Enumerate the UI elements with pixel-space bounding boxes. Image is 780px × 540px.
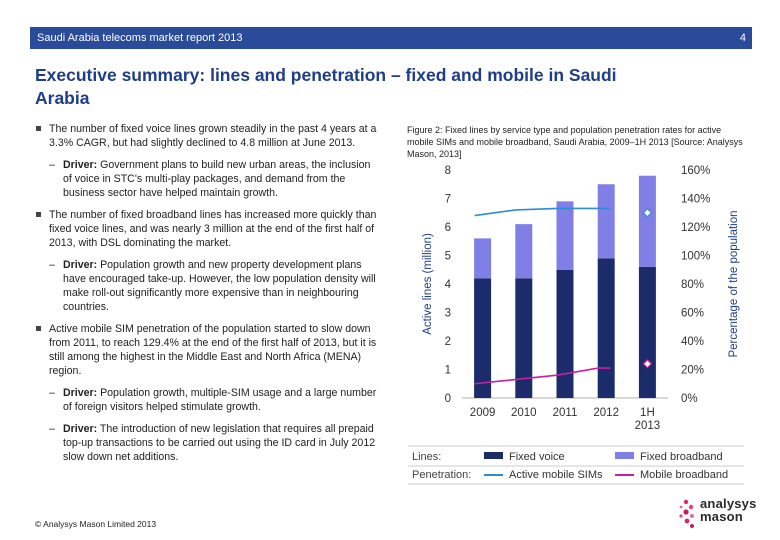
header-bar: Saudi Arabia telecoms market report 2013… bbox=[30, 27, 752, 49]
driver-label: Driver: bbox=[63, 387, 98, 399]
y2-tick-label: 20% bbox=[681, 365, 704, 377]
y2-tick-label: 0% bbox=[681, 393, 698, 405]
dash-icon: – bbox=[49, 387, 55, 399]
logo-line1: analysys bbox=[700, 496, 757, 511]
y-tick-label: 6 bbox=[445, 222, 451, 234]
legend-lines-label: Lines: bbox=[412, 451, 441, 463]
y2-tick-label: 100% bbox=[681, 251, 710, 263]
y2-tick-label: 140% bbox=[681, 194, 710, 206]
y-tick-label: 5 bbox=[445, 251, 451, 263]
page-title: Executive summary: lines and penetration… bbox=[35, 65, 617, 108]
bar-fixed-broadband bbox=[597, 184, 615, 259]
bar-fixed-broadband bbox=[515, 224, 533, 279]
driver-text: Government plans to build new urban area… bbox=[63, 159, 371, 199]
driver-mobile-2: – Driver: The introduction of new legisl… bbox=[35, 422, 380, 464]
bullet-icon bbox=[36, 326, 41, 331]
y-tick-label: 8 bbox=[445, 165, 451, 177]
bar-fixed-voice bbox=[515, 278, 533, 398]
bar-fixed-voice bbox=[597, 258, 615, 398]
bar-fixed-broadband bbox=[474, 238, 492, 279]
x-tick-label: 2010 bbox=[511, 407, 537, 419]
y2-tick-label: 160% bbox=[681, 165, 710, 177]
driver-label: Driver: bbox=[63, 259, 98, 271]
bullet-fixed-broadband: The number of fixed broadband lines has … bbox=[35, 208, 380, 250]
y-tick-label: 0 bbox=[445, 393, 451, 405]
y2-axis-title: Percentage of the population bbox=[728, 210, 740, 357]
marker-mobile-broadband bbox=[642, 358, 653, 369]
bar-fixed-broadband bbox=[556, 201, 574, 270]
driver-fixed-broadband: – Driver: Population growth and new prop… bbox=[35, 258, 380, 314]
legend-fixed-voice-label: Fixed voice bbox=[509, 451, 565, 463]
legend-active-mobile-sims-label: Active mobile SIMs bbox=[509, 469, 603, 481]
logo-wordmark: analysys mason bbox=[700, 497, 757, 523]
logo-line2: mason bbox=[700, 509, 743, 524]
x-tick-label: 2012 bbox=[593, 407, 619, 419]
dash-icon: – bbox=[49, 259, 55, 271]
legend-fixed-voice-swatch bbox=[484, 452, 503, 459]
driver-fixed-voice: – Driver: Government plans to build new … bbox=[35, 158, 380, 200]
y-axis-title: Active lines (million) bbox=[422, 233, 434, 335]
y-tick-label: 4 bbox=[445, 279, 452, 291]
y2-tick-label: 40% bbox=[681, 336, 704, 348]
x-tick-label: 2013 bbox=[635, 420, 661, 432]
driver-text: Population growth, multiple-SIM usage an… bbox=[63, 387, 377, 413]
x-tick-label: 2011 bbox=[553, 407, 578, 419]
report-title: Saudi Arabia telecoms market report 2013 bbox=[37, 32, 243, 44]
line-mobile-broadband bbox=[474, 367, 611, 385]
bullet-mobile-sims: Active mobile SIM penetration of the pop… bbox=[35, 322, 380, 378]
bullet-fixed-voice: The number of fixed voice lines grown st… bbox=[35, 122, 380, 150]
figure-caption: Figure 2: Fixed lines by service type an… bbox=[407, 125, 743, 159]
driver-text: Population growth and new property devel… bbox=[63, 259, 376, 313]
y-tick-label: 3 bbox=[445, 308, 451, 320]
y2-tick-label: 120% bbox=[681, 222, 710, 234]
summary-text: The number of fixed voice lines grown st… bbox=[35, 122, 380, 472]
dash-icon: – bbox=[49, 159, 55, 171]
driver-mobile-1: – Driver: Population growth, multiple-SI… bbox=[35, 386, 380, 414]
legend-fixed-broadband-label: Fixed broadband bbox=[640, 451, 723, 463]
legend-fixed-broadband-swatch bbox=[615, 452, 634, 459]
y2-tick-label: 80% bbox=[681, 279, 704, 291]
x-tick-label: 1H bbox=[640, 407, 655, 419]
page-number: 4 bbox=[739, 32, 746, 44]
dash-icon: – bbox=[49, 423, 55, 435]
y-tick-label: 1 bbox=[445, 365, 451, 377]
bar-fixed-voice bbox=[556, 269, 574, 398]
legend-penetration-label: Penetration: bbox=[412, 469, 471, 481]
y-tick-label: 7 bbox=[445, 194, 451, 206]
bar-fixed-voice bbox=[638, 266, 656, 398]
analysys-mason-logo-icon bbox=[679, 499, 694, 528]
driver-text: The introduction of new legislation that… bbox=[63, 423, 376, 463]
driver-label: Driver: bbox=[63, 159, 98, 171]
marker-active-mobile-sims bbox=[642, 207, 653, 218]
bar-fixed-voice bbox=[474, 278, 492, 398]
bullet-text: The number of fixed broadband lines has … bbox=[49, 209, 377, 249]
bullet-text: The number of fixed voice lines grown st… bbox=[49, 123, 377, 149]
legend-mobile-broadband-label: Mobile broadband bbox=[640, 469, 728, 481]
bullet-icon bbox=[36, 212, 41, 217]
bullet-text: Active mobile SIM penetration of the pop… bbox=[49, 323, 377, 377]
y-tick-label: 2 bbox=[445, 336, 451, 348]
copyright: © Analysys Mason Limited 2013 bbox=[35, 519, 157, 529]
bullet-icon bbox=[36, 126, 41, 131]
x-tick-label: 2009 bbox=[470, 407, 496, 419]
y2-tick-label: 60% bbox=[681, 308, 704, 320]
bar-fixed-broadband bbox=[638, 175, 656, 267]
line-active-mobile-sims bbox=[474, 207, 611, 217]
driver-label: Driver: bbox=[63, 423, 98, 435]
